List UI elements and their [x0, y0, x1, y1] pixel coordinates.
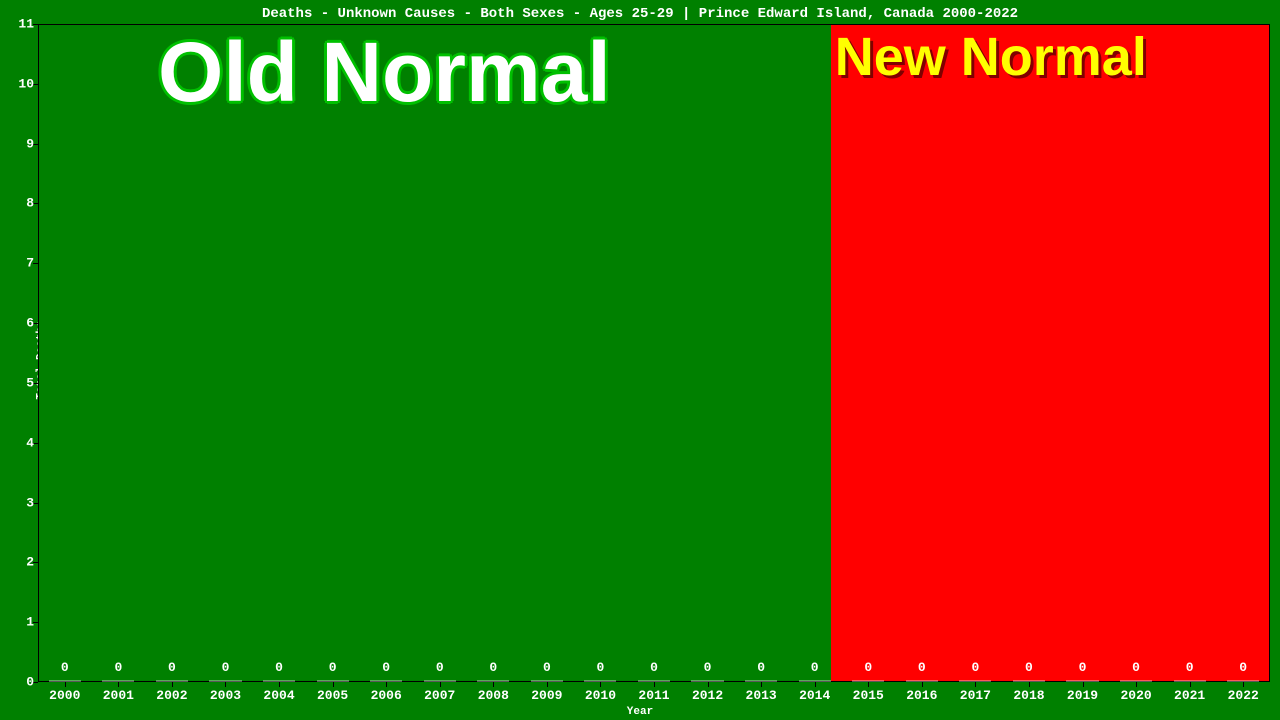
x-tick-label: 2020 — [1120, 688, 1151, 703]
x-tick-label: 2021 — [1174, 688, 1205, 703]
bar-value-label: 0 — [61, 660, 69, 675]
bar — [691, 680, 723, 682]
bar-value-label: 0 — [971, 660, 979, 675]
new-normal-label: New Normal — [835, 26, 1147, 88]
bar — [102, 680, 134, 682]
bar-value-label: 0 — [597, 660, 605, 675]
x-tick-label: 2019 — [1067, 688, 1098, 703]
y-tick-label: 3 — [26, 495, 34, 510]
y-tick-label: 8 — [26, 196, 34, 211]
bar-value-label: 0 — [168, 660, 176, 675]
bar-value-label: 0 — [864, 660, 872, 675]
bar-value-label: 0 — [275, 660, 283, 675]
x-tick-label: 2010 — [585, 688, 616, 703]
bar-value-label: 0 — [489, 660, 497, 675]
bar-value-label: 0 — [329, 660, 337, 675]
x-tick-label: 2022 — [1228, 688, 1259, 703]
bar — [370, 680, 402, 682]
bar — [745, 680, 777, 682]
x-axis-label: Year — [0, 706, 1280, 718]
bar — [531, 680, 563, 682]
y-tick-label: 10 — [18, 76, 34, 91]
old-normal-label: Old Normal — [158, 24, 611, 121]
x-tick-label: 2015 — [853, 688, 884, 703]
bar-value-label: 0 — [918, 660, 926, 675]
x-tick-label: 2001 — [103, 688, 134, 703]
x-tick-label: 2007 — [424, 688, 455, 703]
bar-value-label: 0 — [382, 660, 390, 675]
bar — [1066, 680, 1098, 682]
bar — [1120, 680, 1152, 682]
bar — [1174, 680, 1206, 682]
bar — [156, 680, 188, 682]
bar — [852, 680, 884, 682]
bar-value-label: 0 — [222, 660, 230, 675]
x-tick-label: 2002 — [156, 688, 187, 703]
bar-value-label: 0 — [1079, 660, 1087, 675]
bar — [906, 680, 938, 682]
bar-value-label: 0 — [543, 660, 551, 675]
bar — [263, 680, 295, 682]
bar-value-label: 0 — [1186, 660, 1194, 675]
y-tick-label: 1 — [26, 615, 34, 630]
x-tick-label: 2018 — [1013, 688, 1044, 703]
y-tick-label: 7 — [26, 256, 34, 271]
bar-value-label: 0 — [1239, 660, 1247, 675]
bar — [317, 680, 349, 682]
x-tick-label: 2004 — [263, 688, 294, 703]
bar-value-label: 0 — [1025, 660, 1033, 675]
bar — [799, 680, 831, 682]
x-tick-label: 2013 — [746, 688, 777, 703]
bar — [477, 680, 509, 682]
bar-value-label: 0 — [1132, 660, 1140, 675]
bar-value-label: 0 — [436, 660, 444, 675]
bar-value-label: 0 — [757, 660, 765, 675]
x-tick-label: 2009 — [531, 688, 562, 703]
x-tick-label: 2003 — [210, 688, 241, 703]
bar — [959, 680, 991, 682]
bar — [1013, 680, 1045, 682]
plot-area: Old Normal New Normal — [38, 24, 1270, 682]
bar-value-label: 0 — [114, 660, 122, 675]
bar — [424, 680, 456, 682]
y-tick-label: 6 — [26, 316, 34, 331]
x-tick-label: 2017 — [960, 688, 991, 703]
bar — [584, 680, 616, 682]
x-tick-label: 2005 — [317, 688, 348, 703]
old-normal-region — [38, 24, 831, 682]
x-tick-label: 2012 — [692, 688, 723, 703]
y-tick-label: 5 — [26, 375, 34, 390]
x-tick-label: 2016 — [906, 688, 937, 703]
y-tick-label: 2 — [26, 555, 34, 570]
new-normal-region — [831, 24, 1270, 682]
y-tick-label: 9 — [26, 136, 34, 151]
bar-value-label: 0 — [650, 660, 658, 675]
bar-value-label: 0 — [704, 660, 712, 675]
bar-value-label: 0 — [811, 660, 819, 675]
bar — [1227, 680, 1259, 682]
bar — [638, 680, 670, 682]
bar — [49, 680, 81, 682]
x-tick-label: 2011 — [638, 688, 669, 703]
x-tick-label: 2008 — [478, 688, 509, 703]
bar — [209, 680, 241, 682]
x-tick-label: 2000 — [49, 688, 80, 703]
x-tick-label: 2006 — [371, 688, 402, 703]
chart-title: Deaths - Unknown Causes - Both Sexes - A… — [0, 6, 1280, 22]
y-tick-label: 4 — [26, 435, 34, 450]
y-tick-label: 0 — [26, 675, 34, 690]
x-tick-label: 2014 — [799, 688, 830, 703]
